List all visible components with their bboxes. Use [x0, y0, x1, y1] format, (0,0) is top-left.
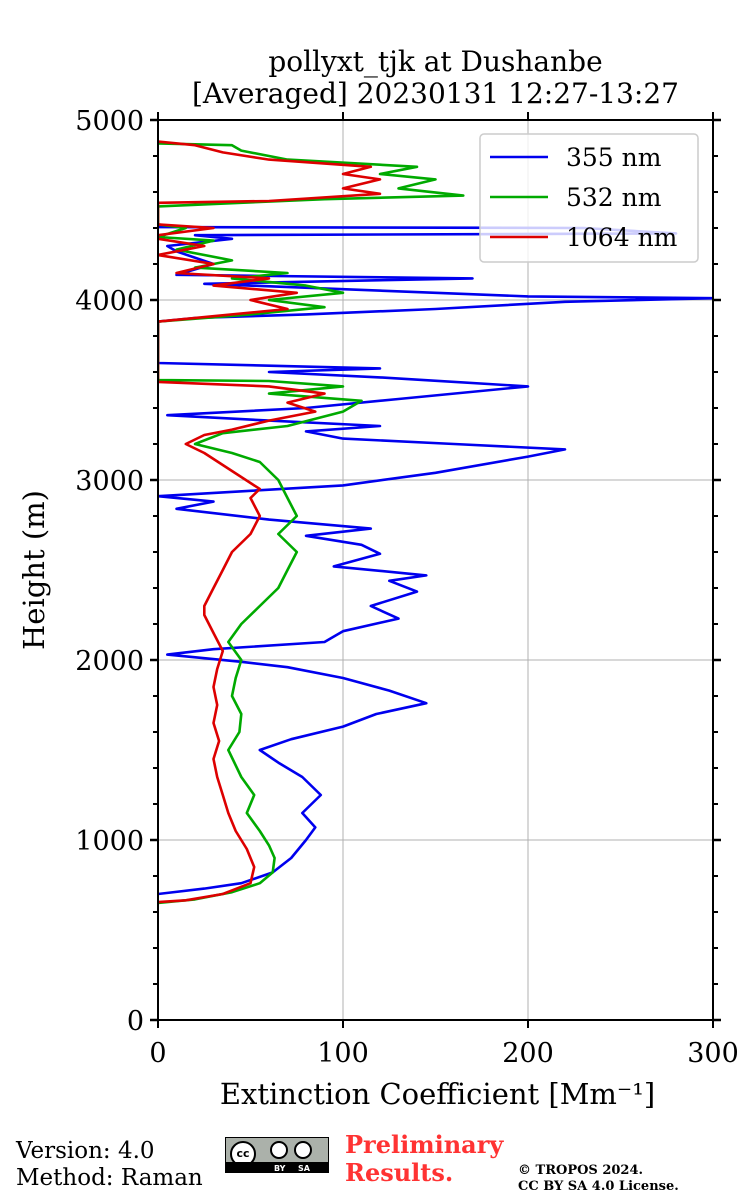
legend-label: 532 nm [566, 183, 662, 212]
y-tick-label: 3000 [75, 466, 144, 497]
y-tick-label: 0 [127, 1006, 144, 1037]
version-text: Version: 4.0 [16, 1138, 155, 1164]
legend-label: 355 nm [566, 143, 662, 172]
legend: 355 nm 532 nm 1064 nm [479, 133, 699, 263]
legend-box [479, 133, 699, 263]
y-tick-label: 2000 [75, 646, 144, 677]
y-tick-label: 5000 [75, 106, 144, 137]
cc-sa-text: SA [298, 1164, 310, 1173]
series-line-1064-nm [158, 140, 382, 904]
copyright-notice: © TROPOS 2024. CC BY SA 4.0 License. [518, 1163, 679, 1195]
preliminary-line-2: Results. [345, 1158, 454, 1187]
plot-frame [157, 119, 714, 1021]
cc-by-text: BY [274, 1164, 286, 1173]
series-line-532-nm [158, 142, 465, 905]
x-axis-label: Extinction Coefficient [Mm⁻¹] [220, 1077, 655, 1111]
share-alike-icon [294, 1141, 312, 1159]
cc-icon: cc [230, 1141, 256, 1167]
x-tick-label: 300 [687, 1038, 739, 1069]
legend-label: 1064 nm [566, 223, 678, 252]
series-line-355-nm [158, 224, 713, 896]
chart-title: pollyxt_tjk at Dushanbe[Averaged] 202301… [192, 45, 679, 110]
axis-labels: Extinction Coefficient [Mm⁻¹] Height (m) [17, 490, 655, 1111]
x-tick-label: 200 [502, 1038, 554, 1069]
footer-info: Version: 4.0 Method: Raman [16, 1138, 203, 1192]
x-tick-label: 100 [317, 1038, 369, 1069]
preliminary-line-1: Preliminary [345, 1130, 504, 1159]
preliminary-notice: Preliminary Results. [345, 1131, 503, 1187]
copyright-line-2: CC BY SA 4.0 License. [518, 1179, 679, 1194]
data-series [158, 140, 713, 905]
y-tick-label: 4000 [75, 286, 144, 317]
cc-badge-bar [226, 1162, 328, 1172]
extinction-profile-chart: pollyxt_tjk at Dushanbe[Averaged] 202301… [17, 45, 739, 1111]
method-text: Method: Raman [16, 1165, 203, 1191]
plot-border [157, 119, 714, 1021]
cc-license-badge: cc BY SA [225, 1137, 329, 1173]
x-tick-label: 0 [149, 1038, 166, 1069]
title-line-1: pollyxt_tjk at Dushanbe [268, 45, 602, 78]
copyright-line-1: © TROPOS 2024. [518, 1163, 644, 1178]
y-axis-label: Height (m) [17, 490, 51, 650]
attribution-icon [270, 1141, 288, 1159]
title-line-2: [Averaged] 20230131 12:27-13:27 [192, 77, 679, 110]
y-tick-label: 1000 [75, 826, 144, 857]
